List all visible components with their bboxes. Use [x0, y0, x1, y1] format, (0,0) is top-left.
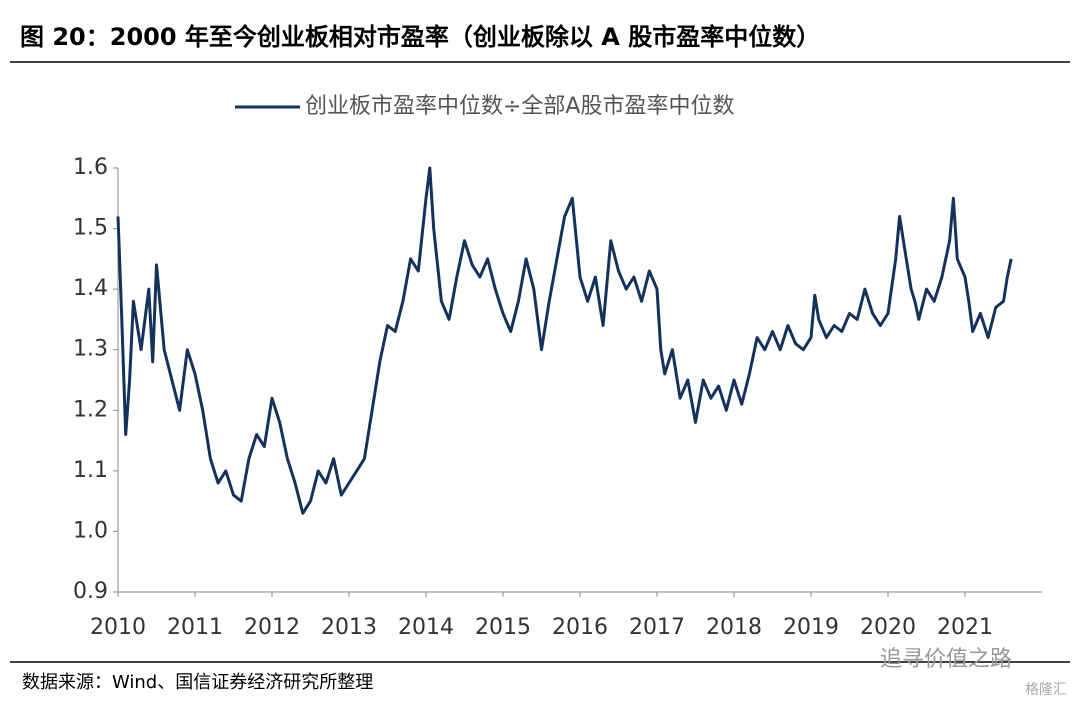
- source: 数据来源：Wind、国信证券经济研究所整理: [22, 672, 373, 693]
- x-tick-label: 2020: [860, 615, 916, 640]
- y-tick-label: 1.4: [73, 276, 108, 301]
- watermark: 追寻价值之路: [880, 647, 1012, 672]
- x-tick-label: 2012: [244, 615, 300, 640]
- x-tick-label: 2014: [398, 615, 454, 640]
- y-tick-label: 1.6: [73, 155, 108, 180]
- x-tick-label: 2016: [552, 615, 608, 640]
- y-tick-label: 1.2: [73, 397, 108, 422]
- x-tick-label: 2019: [783, 615, 839, 640]
- x-tick-label: 2017: [629, 615, 685, 640]
- x-tick-label: 2011: [167, 615, 223, 640]
- chart-title: 图 20：2000 年至今创业板相对市盈率（创业板除以 A 股市盈率中位数）: [20, 23, 820, 51]
- y-tick-label: 1.3: [73, 337, 108, 362]
- legend-label: 创业板市盈率中位数÷全部A股市盈率中位数: [305, 94, 735, 119]
- x-tick-label: 2010: [90, 615, 146, 640]
- watermark2: 格隆汇: [1025, 682, 1067, 698]
- y-tick-label: 1.1: [73, 458, 108, 483]
- x-tick-label: 2013: [321, 615, 377, 640]
- x-tick-label: 2021: [937, 615, 993, 640]
- y-tick-label: 1.0: [73, 518, 108, 543]
- line-series: [116, 166, 1013, 515]
- x-tick-label: 2018: [706, 615, 762, 640]
- y-tick-label: 0.9: [73, 579, 108, 604]
- x-tick-label: 2015: [475, 615, 531, 640]
- y-tick-label: 1.5: [73, 216, 108, 241]
